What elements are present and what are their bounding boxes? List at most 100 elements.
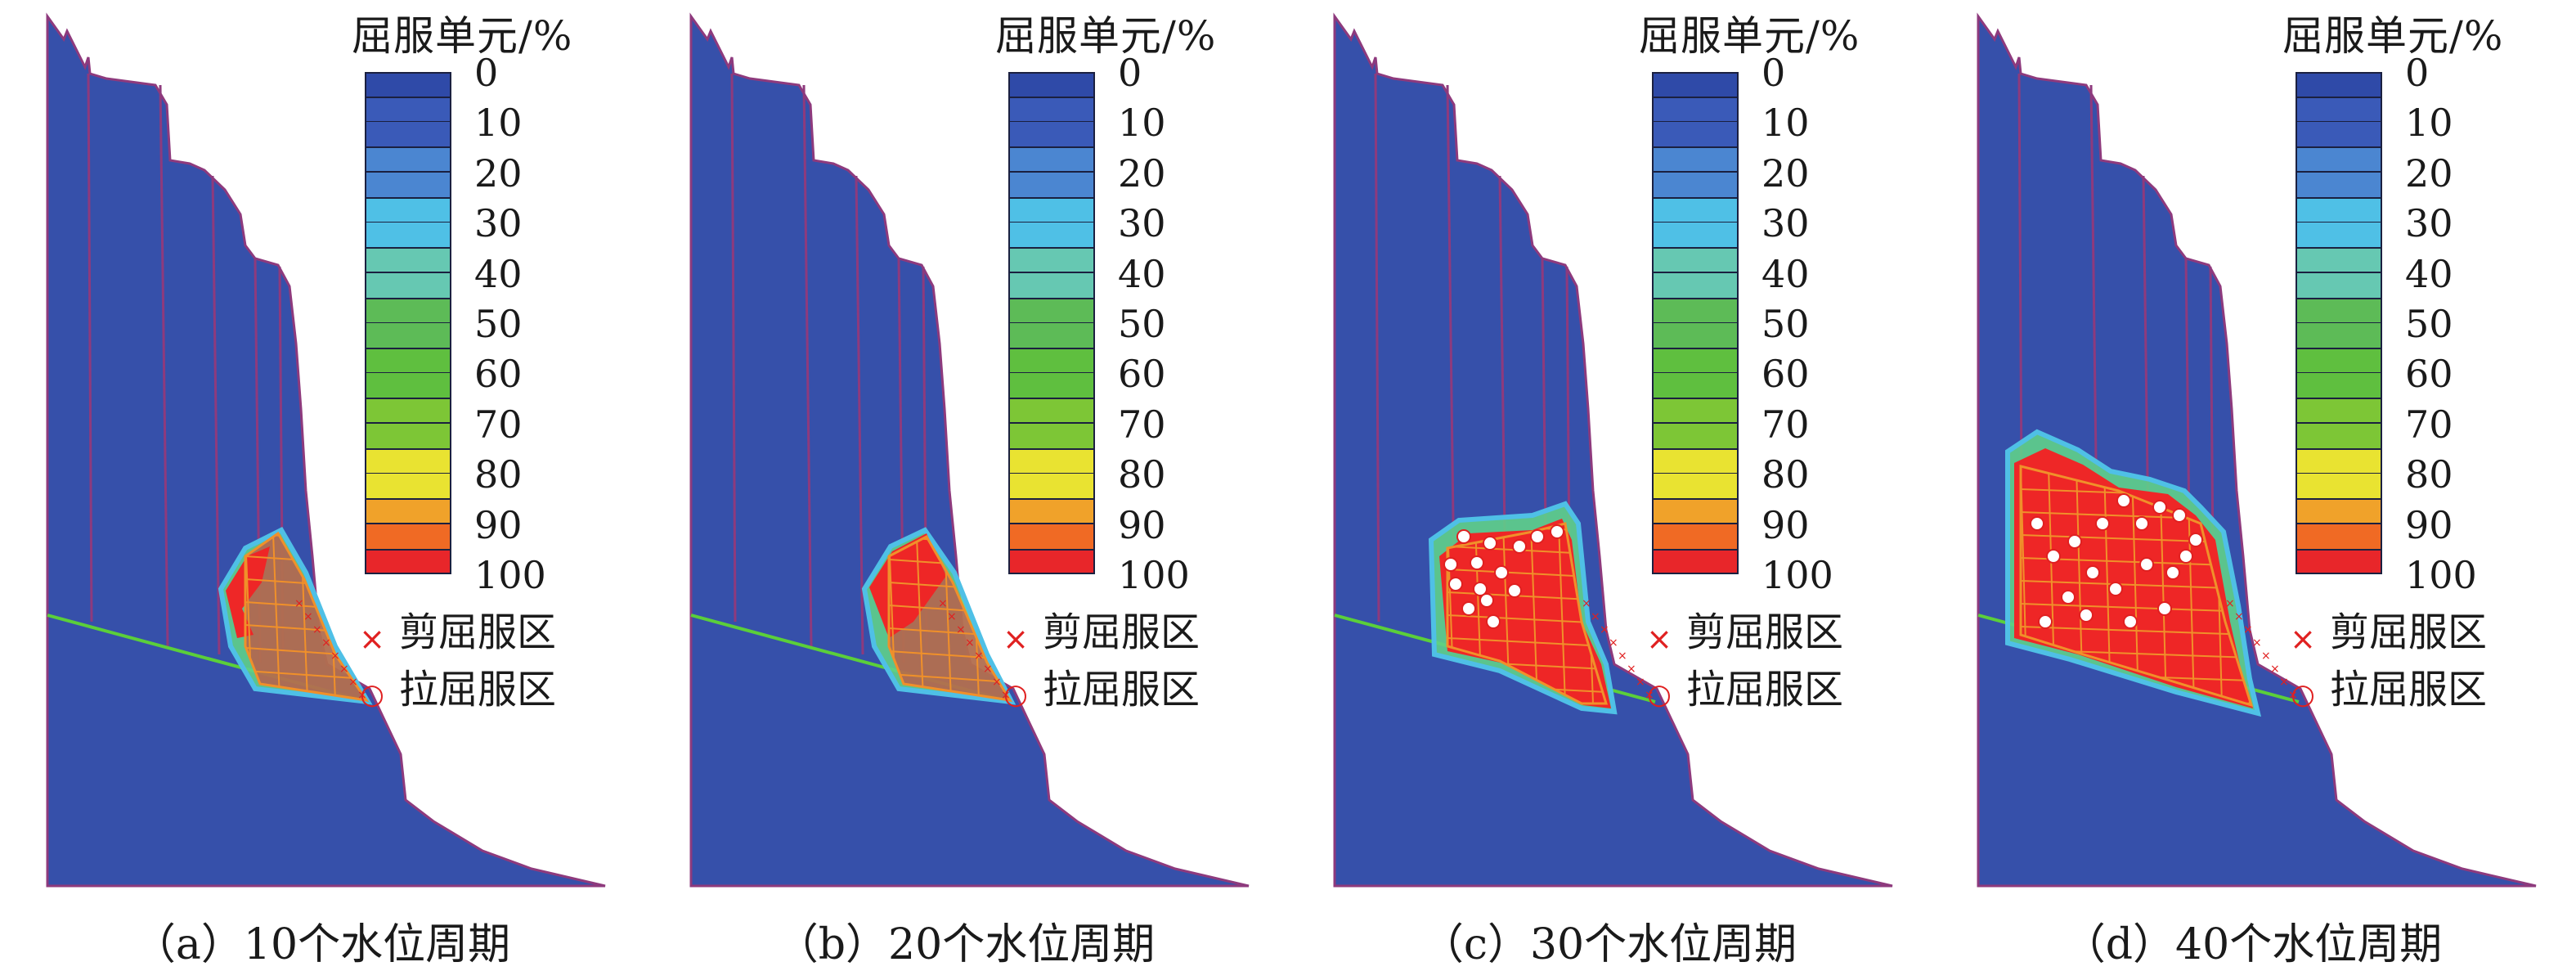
shear-yield-label: 剪屈服区 xyxy=(1043,609,1200,655)
colorbar-tick-label: 60 xyxy=(1761,352,1810,397)
caption-d: （d）40个水位周期 xyxy=(2062,920,2443,969)
shear-yield-marker: × xyxy=(1001,689,1011,702)
tension-yield-marker xyxy=(2179,549,2193,564)
colorbar-tick-label: 90 xyxy=(1118,502,1166,547)
tension-yield-marker xyxy=(2152,500,2167,515)
rock-joint xyxy=(1374,73,1380,623)
colorbar-segment xyxy=(1652,423,1739,474)
colorbar-segment xyxy=(1652,524,1739,574)
colorbar-segment xyxy=(1008,474,1095,525)
colorbar-frame xyxy=(2296,72,2382,574)
shear-yield-marker: × xyxy=(1627,663,1636,676)
caption-a: （a）10个水位周期 xyxy=(132,920,511,969)
colorbar-segment xyxy=(1008,122,1095,173)
colorbar xyxy=(2296,72,2382,574)
rock-joint xyxy=(730,73,737,623)
colorbar-segment xyxy=(365,423,451,474)
tension-yield-marker xyxy=(2123,614,2138,629)
colorbar-frame xyxy=(365,72,451,574)
colorbar-segment xyxy=(365,524,451,574)
colorbar-tick-label: 90 xyxy=(1761,502,1810,547)
colorbar-tick-label: 50 xyxy=(2405,302,2453,346)
colorbar-segment xyxy=(365,223,451,274)
colorbar-tick-label: 0 xyxy=(2405,51,2430,95)
tension-yield-marker xyxy=(1479,593,1494,608)
tension-yield-marker xyxy=(2061,590,2076,605)
tension-yield-marker xyxy=(2038,614,2053,629)
colorbar-tick-label: 90 xyxy=(474,502,523,547)
shear-yield-marker: × xyxy=(2243,623,2253,636)
colorbar-segment xyxy=(365,474,451,525)
colorbar-tick-label: 60 xyxy=(2405,352,2453,397)
figure-d: × × × × × × × × 屈服单元/% 0 10 20 30 40 50 60 70 80 90 100 ×… xyxy=(1931,0,2574,969)
colorbar-tick-label: 60 xyxy=(1118,352,1166,397)
shear-yield-marker: × xyxy=(1636,676,1645,689)
tension-yield-label: 拉屈服区 xyxy=(399,667,557,713)
rock-joint xyxy=(855,175,864,655)
colorbar-segment xyxy=(365,172,451,223)
colorbar-tick-label: 0 xyxy=(474,51,499,95)
rock-joint xyxy=(802,84,813,647)
colorbar-segment xyxy=(365,72,451,123)
tension-yield-marker xyxy=(2108,582,2123,596)
colorbar-segment xyxy=(1008,524,1095,574)
colorbar-segment xyxy=(1652,172,1739,223)
colorbar-tick-label: 20 xyxy=(1118,151,1166,196)
slope-model: ×××××××× xyxy=(1977,12,2537,888)
colorbar-segment xyxy=(1008,373,1095,425)
shear-yield-marker: × xyxy=(312,623,322,636)
tension-yield-marker xyxy=(1530,529,1545,544)
tension-marker-icon: ○ xyxy=(1003,678,1028,711)
tension-yield-marker xyxy=(2157,601,2172,616)
colorbar-tick-label: 20 xyxy=(1761,151,1810,196)
shear-marker-icon: × xyxy=(359,621,385,657)
tension-yield-marker xyxy=(2139,557,2154,572)
tension-yield-marker xyxy=(2046,549,2061,564)
colorbar-segment xyxy=(1008,272,1095,324)
colorbar-segment xyxy=(1652,323,1739,374)
colorbar-segment xyxy=(2296,474,2382,525)
colorbar-segment xyxy=(1652,474,1739,525)
rock-joint xyxy=(159,84,169,647)
colorbar-segment xyxy=(365,373,451,425)
shear-yield-marker: × xyxy=(2261,650,2271,663)
shear-yield-marker: × xyxy=(321,636,331,650)
shear-yield-marker: × xyxy=(1600,623,1609,636)
tension-yield-label: 拉屈服区 xyxy=(1686,667,1844,713)
tension-yield-marker xyxy=(2079,608,2094,623)
shear-yield-marker: × xyxy=(1591,610,1600,623)
colorbar-segment xyxy=(1008,423,1095,474)
shear-yield-marker: × xyxy=(947,610,957,623)
colorbar-tick-label: 50 xyxy=(474,302,523,346)
colorbar-tick-label: 70 xyxy=(2405,402,2453,447)
colorbar-segment xyxy=(2296,72,2382,123)
shear-yield-marker: × xyxy=(348,676,358,689)
rock-joint xyxy=(211,175,221,655)
colorbar-tick-label: 40 xyxy=(474,251,523,296)
colorbar-segment xyxy=(2296,373,2382,425)
figure-a: × × × × × × × × 屈服单元/% 0 10 20 30 40 50 60 70 80 90 100 ×… xyxy=(0,0,644,969)
colorbar-segment xyxy=(1652,72,1739,123)
colorbar-segment xyxy=(1008,72,1095,123)
colorbar-tick-label: 100 xyxy=(474,553,546,597)
colorbar-tick-label: 30 xyxy=(1761,201,1810,246)
colorbar-segment xyxy=(1652,122,1739,173)
shear-marker-icon: × xyxy=(1003,621,1029,657)
shear-yield-label: 剪屈服区 xyxy=(2330,609,2488,655)
tension-yield-marker xyxy=(2172,508,2187,523)
colorbar-segment xyxy=(1652,272,1739,324)
colorbar-tick-label: 100 xyxy=(2405,553,2477,597)
colorbar-segment xyxy=(1652,373,1739,425)
slope-model: ×××××××× xyxy=(1333,12,1893,888)
shear-yield-marker: × xyxy=(1618,650,1627,663)
colorbar-segment xyxy=(2296,223,2382,274)
colorbar-tick-label: 10 xyxy=(2405,101,2453,146)
colorbar-frame xyxy=(1008,72,1095,574)
colorbar-segment xyxy=(2296,122,2382,173)
slope-rock-mass xyxy=(689,12,1250,888)
tension-yield-label: 拉屈服区 xyxy=(2330,667,2488,713)
colorbar-tick-label: 80 xyxy=(1118,452,1166,497)
shear-yield-marker: × xyxy=(938,597,948,610)
caption-c: （c）30个水位周期 xyxy=(1420,920,1797,969)
legend-title: 屈服单元/% xyxy=(995,12,1217,60)
